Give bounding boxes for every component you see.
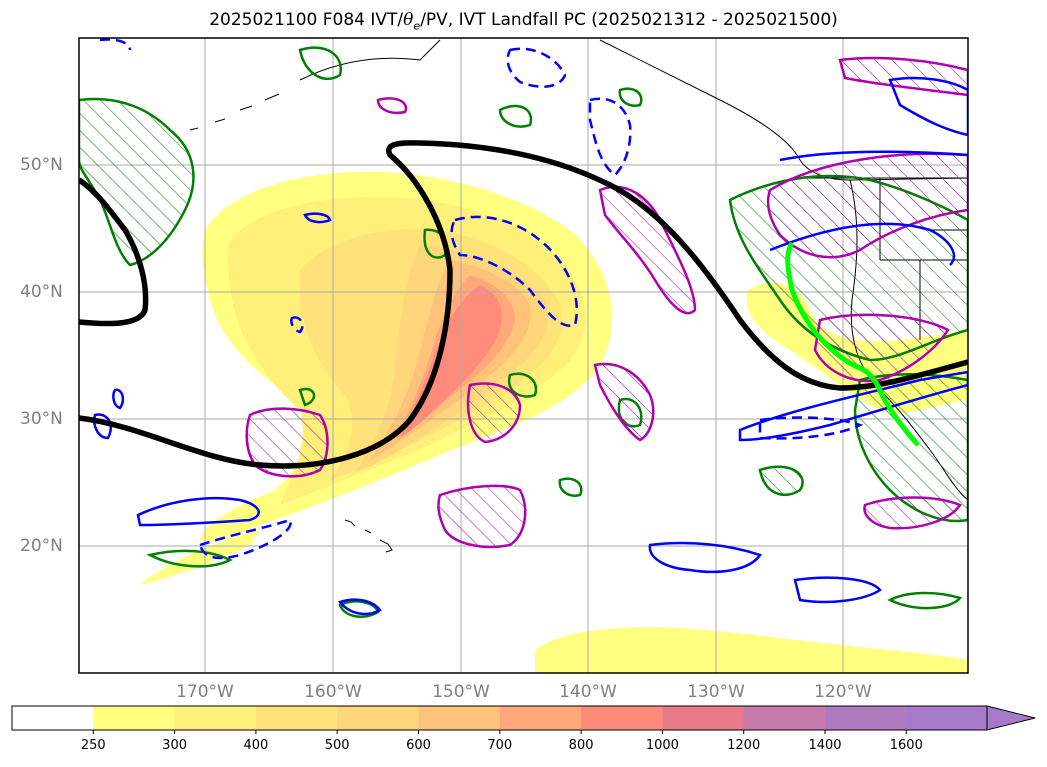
colorbar-tick-label: 1000 xyxy=(645,738,679,753)
blue-solid-4 xyxy=(738,370,968,442)
colorbar-tick-label: 250 xyxy=(80,738,106,753)
magenta-region-7 xyxy=(766,152,968,259)
colorbar-segment xyxy=(418,706,501,730)
colorbar-tick-label: 1400 xyxy=(808,738,842,753)
blue-solid-2 xyxy=(648,541,762,574)
blue-solid-1 xyxy=(136,496,260,527)
magenta-region-5 xyxy=(437,484,527,549)
colorbar-segment xyxy=(174,706,257,730)
blue-solid-5 xyxy=(779,150,968,162)
colorbar-segment xyxy=(255,706,338,730)
magenta-region-9 xyxy=(863,496,962,530)
landfall-track-line xyxy=(785,241,920,447)
colorbar xyxy=(11,705,1036,734)
map-frame xyxy=(78,37,969,674)
colorbar-tick-label: 700 xyxy=(487,738,513,753)
colorbar-segment xyxy=(337,706,419,730)
theta-e-contours xyxy=(79,140,968,469)
lon-tick-130w: 130°W xyxy=(687,682,745,702)
blue-dashed-5 xyxy=(290,316,304,334)
colorbar-segment xyxy=(581,706,663,730)
green-blob-11 xyxy=(618,87,643,107)
green-region-nw xyxy=(79,97,195,267)
magenta-region-2 xyxy=(593,362,655,442)
lon-tick-160w: 160°W xyxy=(304,682,362,702)
colorbar-segment xyxy=(743,706,826,730)
lat-tick-50n: 50°N xyxy=(20,155,63,175)
blue-solid-7 xyxy=(888,76,968,137)
colorbar-tick-label: 500 xyxy=(324,738,350,753)
green-blob-10 xyxy=(298,46,343,81)
colorbar-tick-label: 400 xyxy=(243,738,269,753)
theta-e-contour-west xyxy=(79,177,149,327)
blue-dashed-7 xyxy=(758,416,864,440)
lon-tick-150w: 150°W xyxy=(432,682,490,702)
blue-dashed-6 xyxy=(99,38,132,51)
magenta-contours xyxy=(245,56,968,549)
blue-solid-9 xyxy=(337,598,382,616)
blue-solid-11 xyxy=(93,413,112,440)
blue-solid-8 xyxy=(303,212,332,224)
colorbar-segment xyxy=(825,706,907,730)
colorbar-segment xyxy=(662,706,745,730)
blue-solid-3 xyxy=(793,576,882,604)
magenta-blob-1 xyxy=(376,97,408,115)
plot-title: 2025021100 F084 IVT/θe/PV, IVT Landfall … xyxy=(209,10,838,33)
ivt-south-region xyxy=(535,627,968,673)
colorbar-tick-label: 300 xyxy=(162,738,187,753)
green-blob-9 xyxy=(498,104,533,128)
blue-solid-6 xyxy=(769,222,956,266)
colorbar-tick-label: 800 xyxy=(568,738,594,753)
aleutian-islands xyxy=(189,93,280,131)
colorbar-tick-label: 1200 xyxy=(727,738,761,753)
green-blob-6 xyxy=(887,591,963,610)
lat-tick-40n: 40°N xyxy=(20,282,63,302)
magenta-region-1 xyxy=(598,185,697,315)
lon-tick-170w: 170°W xyxy=(176,682,234,702)
green-blob-3 xyxy=(298,387,316,407)
green-blob-5 xyxy=(558,477,583,497)
blue-contours xyxy=(93,38,968,616)
magenta-region-6 xyxy=(838,56,968,97)
blue-dashed-2 xyxy=(588,97,632,177)
theta-e-contour-main xyxy=(79,140,968,469)
magenta-region-3 xyxy=(245,407,329,478)
hawaii-islands xyxy=(344,519,393,553)
colorbar-segment xyxy=(93,706,176,730)
colorbar-tick-label: 600 xyxy=(406,738,431,753)
colorbar-tick-label: 1600 xyxy=(889,738,923,753)
lon-tick-140w: 140°W xyxy=(559,682,617,702)
colorbar-segment xyxy=(499,706,582,730)
landfall-track xyxy=(785,241,920,447)
ivt-sw-region xyxy=(140,530,260,585)
blue-dashed-4 xyxy=(198,518,292,560)
blue-dashed-3 xyxy=(506,47,567,88)
green-blob-2 xyxy=(507,372,538,398)
lat-tick-20n: 20°N xyxy=(20,536,63,556)
green-blob-8 xyxy=(146,549,233,568)
colorbar-segment xyxy=(906,706,989,730)
blue-dashed-1 xyxy=(450,215,579,328)
lat-tick-30n: 30°N xyxy=(20,409,63,429)
lon-tick-120w: 120°W xyxy=(814,682,872,702)
colorbar-extend-arrow xyxy=(986,705,1036,731)
blue-solid-10 xyxy=(112,388,125,410)
colorbar-segment xyxy=(12,706,94,730)
green-region-e2 xyxy=(758,465,804,497)
magenta-region-4 xyxy=(466,382,522,444)
